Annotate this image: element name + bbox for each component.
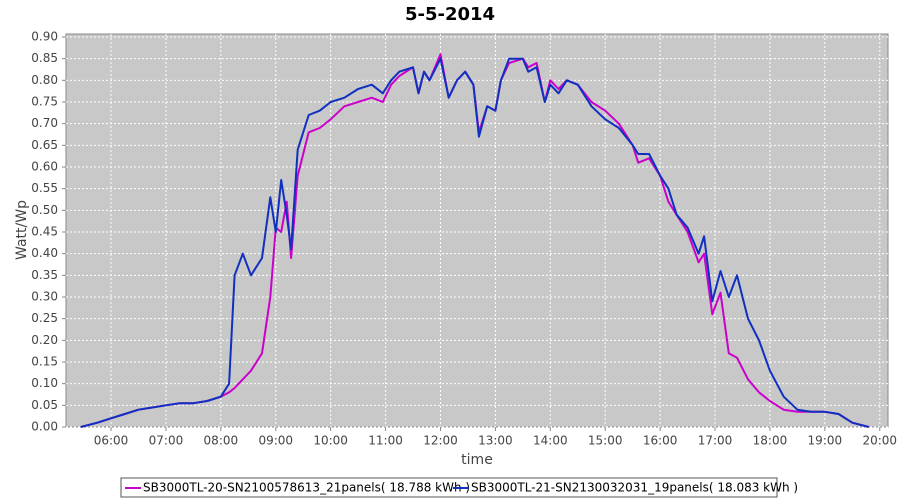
y-tick-label: 0.10 xyxy=(31,376,58,390)
x-tick-label: 08:00 xyxy=(204,434,239,448)
x-tick-label: 16:00 xyxy=(643,434,678,448)
legend-label: SB3000TL-21-SN2130032031_19panels( 18.08… xyxy=(471,481,798,495)
x-tick-label: 11:00 xyxy=(368,434,403,448)
y-tick-label: 0.25 xyxy=(31,311,58,325)
y-tick-label: 0.15 xyxy=(31,355,58,369)
y-tick-label: 0.45 xyxy=(31,225,58,239)
x-tick-label: 19:00 xyxy=(808,434,843,448)
x-tick-label: 13:00 xyxy=(478,434,513,448)
y-tick-label: 0.50 xyxy=(31,203,58,217)
x-tick-label: 10:00 xyxy=(313,434,348,448)
x-tick-label: 15:00 xyxy=(588,434,623,448)
x-tick-label: 06:00 xyxy=(94,434,129,448)
x-tick-label: 12:00 xyxy=(423,434,458,448)
x-tick-label: 17:00 xyxy=(698,434,733,448)
y-axis-label: Watt/Wp xyxy=(14,200,30,260)
series-line xyxy=(80,57,870,428)
y-tick-label: 0.30 xyxy=(31,290,58,304)
y-tick-label: 0.60 xyxy=(31,160,58,174)
x-tick-label: 20:00 xyxy=(862,434,897,448)
y-tick-label: 0.55 xyxy=(31,181,58,195)
y-tick-label: 0.85 xyxy=(31,51,58,65)
x-tick-label: 09:00 xyxy=(258,434,293,448)
y-tick-label: 0.40 xyxy=(31,246,58,260)
plot-area xyxy=(65,33,889,428)
x-tick-label: 18:00 xyxy=(753,434,788,448)
y-tick-label: 0.20 xyxy=(31,333,58,347)
y-tick-label: 0.70 xyxy=(31,116,58,130)
legend-label: SB3000TL-20-SN2100578613_21panels( 18.78… xyxy=(143,481,470,495)
y-tick-label: 0.00 xyxy=(31,420,58,434)
x-tick-label: 07:00 xyxy=(149,434,184,448)
y-tick-label: 0.65 xyxy=(31,138,58,152)
y-tick-label: 0.90 xyxy=(31,30,58,44)
y-tick-label: 0.05 xyxy=(31,398,58,412)
chart-title: 5-5-2014 xyxy=(405,4,495,25)
x-tick-label: 14:00 xyxy=(533,434,568,448)
x-axis-label: time xyxy=(461,452,493,468)
y-tick-label: 0.35 xyxy=(31,268,58,282)
y-tick-label: 0.80 xyxy=(31,73,58,87)
legend-box xyxy=(120,477,778,498)
y-tick-label: 0.75 xyxy=(31,95,58,109)
